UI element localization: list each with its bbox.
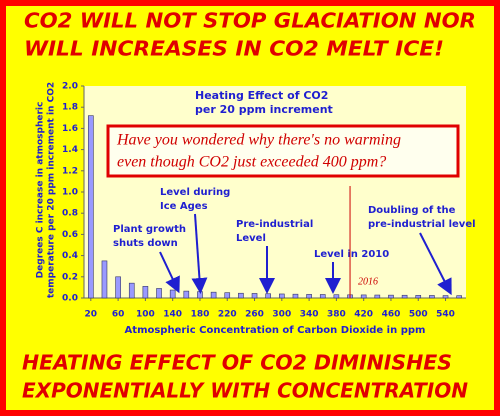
- bar: [333, 294, 340, 299]
- x-tick-label: 380: [327, 310, 346, 320]
- bar: [197, 291, 203, 299]
- x-tick-label: 460: [382, 310, 401, 320]
- bar: [183, 290, 190, 299]
- x-tick-label: 180: [191, 310, 210, 320]
- bar: [415, 295, 422, 299]
- annotation: pre-industrial level: [368, 219, 476, 230]
- bar: [169, 289, 176, 299]
- annotation: Level in 2010: [314, 249, 389, 260]
- annotation: Level during: [160, 187, 230, 198]
- y-axis-label: temperature per 20 ppm increment in CO2: [47, 82, 57, 298]
- bar: [224, 292, 231, 299]
- bar: [101, 260, 108, 299]
- callout-box: [106, 124, 460, 178]
- bar: [401, 294, 408, 299]
- x-tick-label: 60: [112, 310, 125, 320]
- footline: EXPONENTIALLY WITH CONCENTRATION: [22, 379, 468, 403]
- bar: [156, 288, 162, 299]
- bar: [388, 294, 394, 299]
- x-tick-label: 340: [300, 310, 319, 320]
- bar: [238, 292, 244, 299]
- marker-label: 2016: [358, 276, 378, 287]
- y-tick-label: 1.4: [62, 145, 78, 155]
- bar: [88, 115, 94, 299]
- x-tick-label: 260: [245, 310, 264, 320]
- callout-text: even though CO2 just exceeded 400 ppm?: [117, 154, 386, 171]
- annotation: Level: [236, 233, 266, 244]
- y-tick-label: 0.0: [62, 294, 78, 304]
- y-tick-label: 1.2: [62, 166, 78, 176]
- y-tick-label: 1.8: [62, 103, 78, 113]
- bar: [251, 293, 258, 299]
- arrow: [191, 213, 208, 294]
- x-tick-label: 500: [409, 310, 428, 320]
- x-tick-label: 420: [354, 310, 373, 320]
- y-tick-label: 2.0: [62, 82, 78, 92]
- chart-title: per 20 ppm increment: [195, 103, 333, 116]
- plot-area: [84, 86, 466, 298]
- y-tick-label: 1.0: [62, 188, 78, 198]
- headline: WILL INCREASES IN CO2 MELT ICE!: [24, 37, 444, 61]
- bar: [456, 295, 462, 299]
- annotation: shuts down: [113, 238, 178, 249]
- annotation: Ice Ages: [160, 201, 208, 212]
- annotation: Doubling of the: [368, 205, 456, 216]
- headline: CO2 WILL NOT STOP GLACIATION NOR: [24, 9, 476, 33]
- x-tick-label: 220: [218, 310, 237, 320]
- bar: [360, 294, 367, 299]
- bar: [265, 293, 271, 299]
- x-tick-label: 140: [163, 310, 182, 320]
- bar: [279, 293, 285, 299]
- callout-text: Have you wondered why there's no warming: [116, 132, 401, 149]
- bar: [142, 286, 149, 299]
- chart-title: Heating Effect of CO2: [195, 89, 328, 102]
- bar: [128, 282, 135, 299]
- y-tick-label: 0.4: [62, 251, 78, 261]
- x-axis-label: Atmospheric Concentration of Carbon Diox…: [125, 325, 426, 336]
- arrow: [419, 232, 452, 296]
- y-tick-label: 0.6: [62, 230, 78, 240]
- y-tick-label: 1.6: [62, 124, 78, 134]
- bar: [115, 276, 121, 299]
- y-axis-label: Degrees C increase in atmospheric: [36, 102, 46, 279]
- bar: [442, 295, 449, 299]
- bar: [292, 293, 299, 299]
- y-tick-label: 0.2: [62, 272, 78, 282]
- bar: [429, 295, 435, 299]
- x-tick-label: 100: [136, 310, 155, 320]
- arrow: [159, 251, 180, 294]
- footline: HEATING EFFECT OF CO2 DIMINISHES: [22, 351, 452, 375]
- x-tick-label: 300: [272, 310, 291, 320]
- bar: [306, 294, 312, 299]
- x-tick-label: 540: [436, 310, 455, 320]
- x-tick-label: 20: [85, 310, 98, 320]
- annotation: Plant growth: [113, 224, 186, 235]
- bar: [319, 294, 326, 299]
- y-tick-label: 0.8: [62, 209, 78, 219]
- annotation: Pre-industrial: [236, 219, 313, 230]
- bar: [210, 291, 217, 299]
- bar: [374, 294, 381, 299]
